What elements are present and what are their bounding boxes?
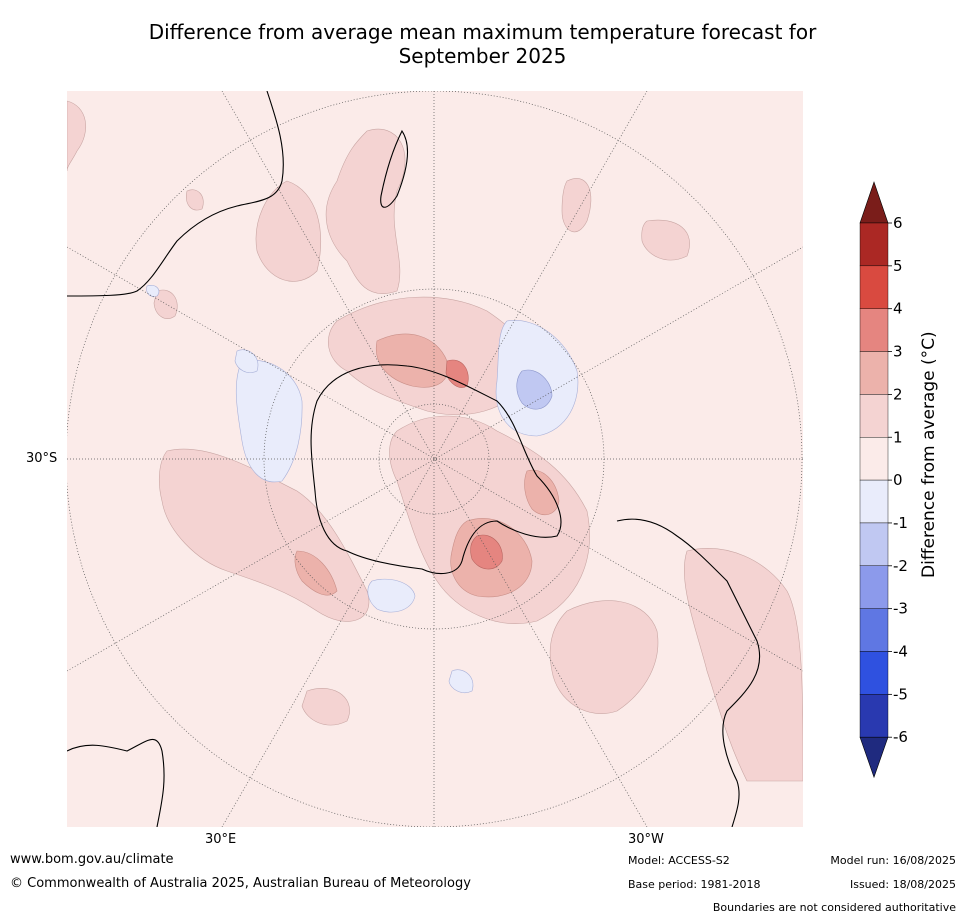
title-line-1: Difference from average mean maximum tem… bbox=[148, 20, 817, 44]
south-america-coast bbox=[616, 518, 761, 827]
coastlines bbox=[67, 91, 761, 827]
footer-issued: Issued: 18/08/2025 bbox=[849, 878, 956, 891]
forecast-map bbox=[67, 91, 803, 827]
colorbar-tick-label: 2 bbox=[893, 385, 903, 403]
colorbar-box bbox=[859, 565, 889, 609]
colorbar-tick-label: 6 bbox=[893, 214, 903, 232]
footer-model: Model: ACCESS-S2 bbox=[628, 854, 730, 867]
title-line-2: September 2025 bbox=[398, 44, 567, 68]
colorbar-tick-label: -1 bbox=[893, 514, 908, 532]
colorbar-box bbox=[859, 522, 889, 567]
footer-copyright: © Commonwealth of Australia 2025, Austra… bbox=[10, 876, 471, 891]
colorbar-label-unit: °C) bbox=[919, 331, 939, 358]
antarctica-coast bbox=[310, 364, 562, 575]
colorbar-tick-label: -3 bbox=[893, 600, 908, 618]
cool-anomaly-1-2 bbox=[516, 369, 553, 410]
colorbar-tick-label: 3 bbox=[893, 343, 903, 361]
lon-label-30e: 30°E bbox=[205, 832, 237, 847]
colorbar-box bbox=[859, 308, 889, 352]
colorbar-ticks: 6 5 4 3 2 1 0 -1 -2 -3 -4 -5 -6 bbox=[888, 214, 908, 746]
colorbar-box bbox=[859, 351, 889, 395]
graticule bbox=[67, 91, 803, 827]
colorbar-box bbox=[859, 651, 889, 695]
footer-model-run: Model run: 16/08/2025 bbox=[830, 854, 956, 867]
colorbar-extend-bottom bbox=[859, 736, 889, 779]
lon-label-30w: 30°W bbox=[628, 832, 664, 847]
colorbar-box bbox=[859, 694, 889, 738]
colorbar-box bbox=[859, 479, 889, 524]
colorbar-tick-label: 0 bbox=[893, 471, 903, 489]
australia-coast bbox=[67, 739, 165, 827]
colorbar-tick-label: 4 bbox=[893, 300, 903, 318]
footer-disclaimer: Boundaries are not considered authoritat… bbox=[712, 901, 956, 914]
footer-url: www.bom.gov.au/climate bbox=[10, 852, 174, 867]
colorbar-tick-label: 5 bbox=[893, 257, 903, 275]
africa-coast bbox=[67, 91, 284, 297]
colorbar-box bbox=[859, 394, 889, 438]
colorbar-tick-label: 1 bbox=[893, 428, 903, 446]
footer-base-period: Base period: 1981-2018 bbox=[628, 878, 761, 891]
colorbar-label: Difference from average (°C) bbox=[919, 331, 939, 578]
colorbar-box bbox=[859, 222, 889, 267]
colorbar-tick-label: -2 bbox=[893, 557, 908, 575]
colorbar-box bbox=[859, 265, 889, 309]
colorbar-boxes bbox=[859, 181, 889, 779]
colorbar: 6 5 4 3 2 1 0 -1 -2 -3 -4 -5 -6 Difference from aver… bbox=[859, 181, 939, 779]
colorbar-extend-top bbox=[859, 181, 889, 224]
colorbar-box bbox=[859, 608, 889, 652]
warm-anomaly-3-4 bbox=[445, 359, 503, 570]
madagascar-coast bbox=[380, 129, 408, 208]
colorbar-box bbox=[859, 437, 889, 481]
colorbar-label-text: Difference from average ( bbox=[919, 358, 939, 578]
colorbar-tick-label: -6 bbox=[893, 728, 908, 746]
colorbar-tick-label: -5 bbox=[893, 685, 908, 703]
chart-title: Difference from average mean maximum tem… bbox=[0, 20, 965, 68]
colorbar-tick-label: -4 bbox=[893, 643, 908, 661]
lat-label-30s: 30°S bbox=[26, 451, 58, 466]
